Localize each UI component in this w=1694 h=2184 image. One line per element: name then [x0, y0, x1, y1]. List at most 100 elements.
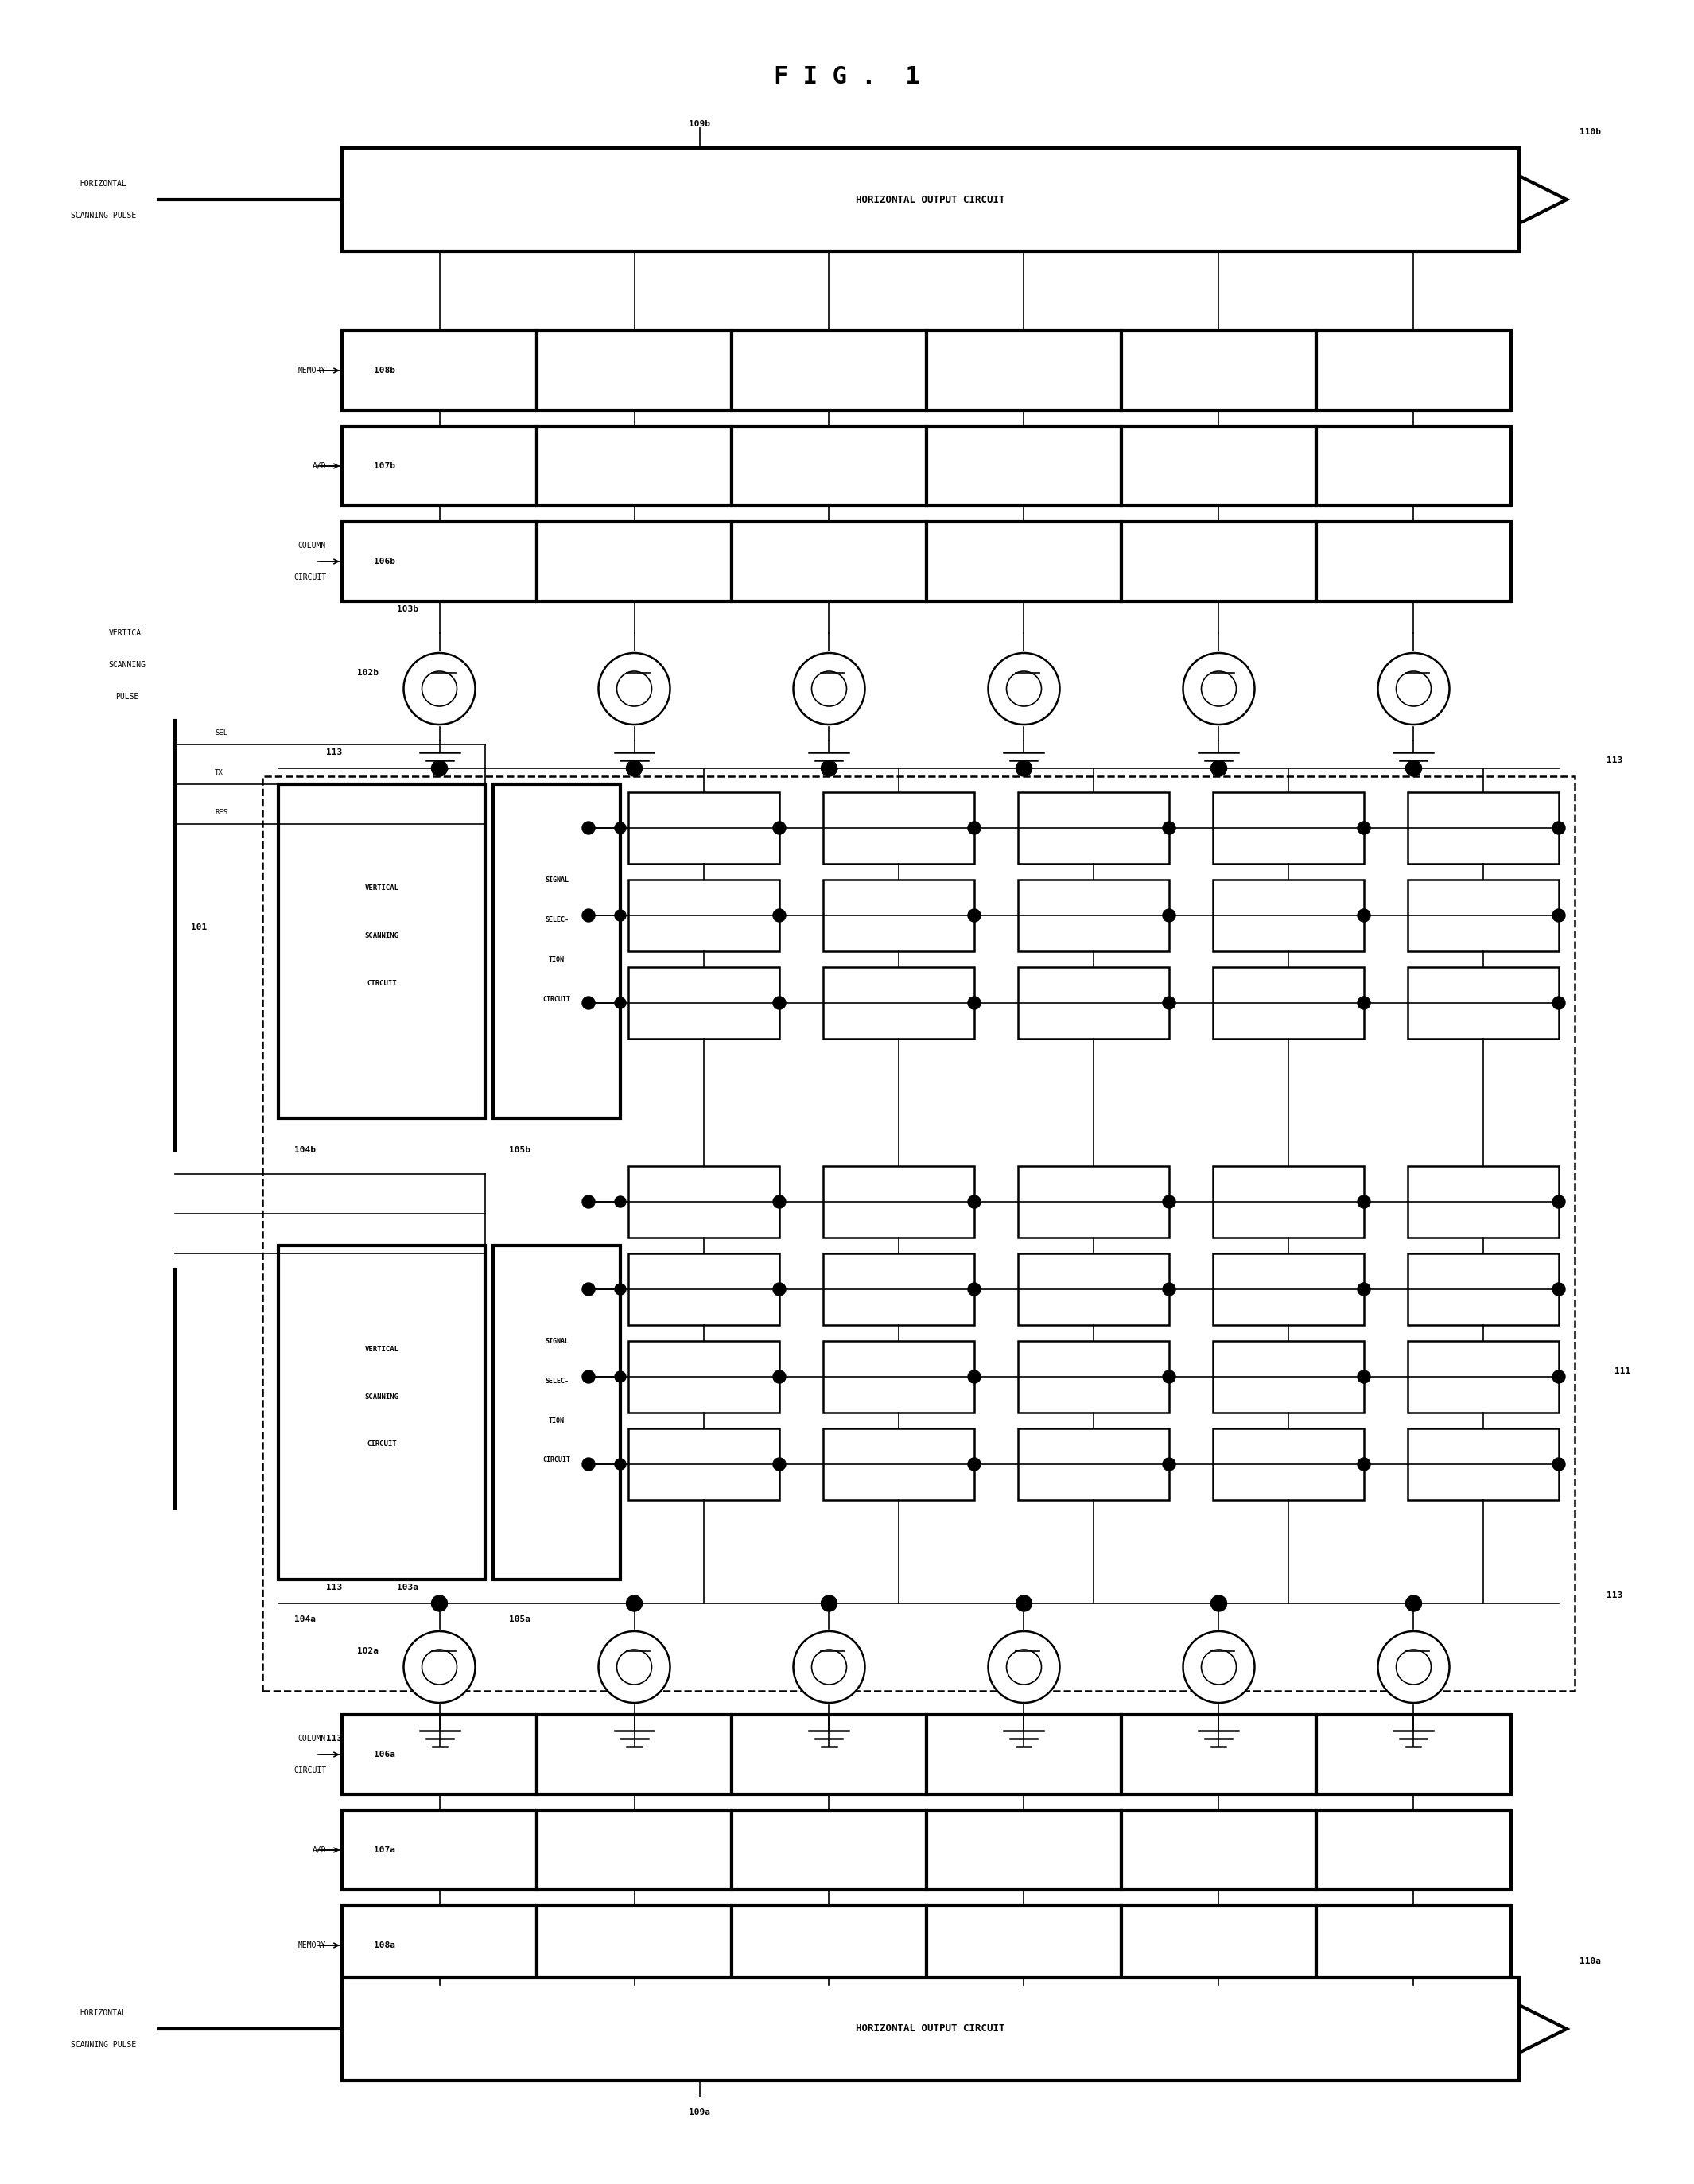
Circle shape — [1357, 821, 1370, 834]
Circle shape — [1162, 1195, 1176, 1208]
Circle shape — [583, 1195, 595, 1208]
Text: 101: 101 — [191, 924, 207, 930]
FancyBboxPatch shape — [628, 1166, 779, 1238]
FancyBboxPatch shape — [628, 1341, 779, 1413]
Circle shape — [617, 1649, 652, 1684]
Circle shape — [967, 1459, 981, 1470]
FancyBboxPatch shape — [628, 1428, 779, 1500]
Text: 106a: 106a — [374, 1752, 395, 1758]
Text: CIRCUIT: CIRCUIT — [368, 978, 396, 987]
Text: VERTICAL: VERTICAL — [364, 885, 398, 891]
FancyBboxPatch shape — [342, 330, 537, 411]
Text: CIRCUIT: CIRCUIT — [542, 1457, 571, 1463]
Circle shape — [1357, 909, 1370, 922]
FancyBboxPatch shape — [927, 1811, 1121, 1889]
Circle shape — [988, 653, 1060, 725]
FancyBboxPatch shape — [493, 784, 620, 1118]
FancyBboxPatch shape — [1018, 1428, 1169, 1500]
FancyBboxPatch shape — [537, 522, 732, 601]
FancyBboxPatch shape — [1018, 1254, 1169, 1326]
FancyBboxPatch shape — [732, 330, 927, 411]
Text: 104b: 104b — [295, 1147, 315, 1153]
Text: CIRCUIT: CIRCUIT — [293, 574, 325, 581]
Text: SELEC-: SELEC- — [545, 1378, 569, 1385]
FancyBboxPatch shape — [1018, 1341, 1169, 1413]
Text: 109b: 109b — [689, 120, 710, 129]
Circle shape — [811, 670, 847, 705]
FancyBboxPatch shape — [537, 330, 732, 411]
Circle shape — [793, 1631, 866, 1704]
Text: 113: 113 — [325, 1583, 342, 1592]
Text: COLUMN: COLUMN — [298, 1734, 325, 1743]
Circle shape — [1377, 653, 1450, 725]
FancyBboxPatch shape — [1408, 1428, 1558, 1500]
Circle shape — [1357, 1369, 1370, 1382]
FancyBboxPatch shape — [1408, 793, 1558, 863]
Circle shape — [1552, 996, 1565, 1009]
Circle shape — [422, 1649, 457, 1684]
Text: SCANNING PULSE: SCANNING PULSE — [71, 212, 136, 221]
Text: 113: 113 — [1606, 1592, 1623, 1599]
Circle shape — [615, 1284, 625, 1295]
FancyBboxPatch shape — [1121, 330, 1316, 411]
Circle shape — [1006, 1649, 1042, 1684]
Text: VERTICAL: VERTICAL — [108, 629, 146, 638]
Circle shape — [403, 1631, 476, 1704]
Circle shape — [967, 996, 981, 1009]
FancyBboxPatch shape — [342, 522, 537, 601]
Circle shape — [1211, 1597, 1226, 1612]
Circle shape — [822, 760, 837, 775]
Circle shape — [1552, 1459, 1565, 1470]
Text: MEMORY: MEMORY — [298, 1942, 325, 1950]
Text: 113: 113 — [325, 1734, 342, 1743]
Circle shape — [1396, 1649, 1431, 1684]
FancyBboxPatch shape — [1408, 968, 1558, 1040]
Circle shape — [1377, 1631, 1450, 1704]
Text: F I G .  1: F I G . 1 — [774, 66, 920, 87]
Circle shape — [772, 1282, 786, 1295]
Text: TX: TX — [215, 769, 224, 775]
Circle shape — [1016, 760, 1032, 775]
Circle shape — [422, 670, 457, 705]
FancyBboxPatch shape — [1018, 793, 1169, 863]
Text: SCANNING: SCANNING — [108, 662, 146, 668]
Circle shape — [403, 653, 476, 725]
Text: A/D: A/D — [312, 1845, 325, 1854]
Circle shape — [1016, 1597, 1032, 1612]
Text: SELEC-: SELEC- — [545, 915, 569, 924]
FancyBboxPatch shape — [1408, 1254, 1558, 1326]
Text: SEL: SEL — [215, 729, 227, 736]
Circle shape — [1201, 670, 1237, 705]
FancyBboxPatch shape — [1316, 330, 1511, 411]
FancyBboxPatch shape — [1316, 1714, 1511, 1795]
FancyBboxPatch shape — [1121, 1811, 1316, 1889]
Text: 103a: 103a — [396, 1583, 418, 1592]
Text: SIGNAL: SIGNAL — [545, 1337, 569, 1345]
Circle shape — [627, 760, 642, 775]
FancyBboxPatch shape — [278, 1245, 484, 1579]
Circle shape — [772, 1369, 786, 1382]
Circle shape — [1552, 1195, 1565, 1208]
Circle shape — [583, 1282, 595, 1295]
Text: COLUMN: COLUMN — [298, 542, 325, 550]
FancyBboxPatch shape — [927, 1907, 1121, 1985]
FancyBboxPatch shape — [537, 1714, 732, 1795]
Circle shape — [967, 909, 981, 922]
Circle shape — [793, 653, 866, 725]
FancyBboxPatch shape — [1408, 880, 1558, 952]
Circle shape — [583, 909, 595, 922]
Circle shape — [615, 1197, 625, 1208]
Polygon shape — [1520, 2005, 1567, 2053]
FancyBboxPatch shape — [927, 522, 1121, 601]
Text: HORIZONTAL OUTPUT CIRCUIT: HORIZONTAL OUTPUT CIRCUIT — [855, 2025, 1005, 2033]
FancyBboxPatch shape — [1121, 522, 1316, 601]
Text: HORIZONTAL: HORIZONTAL — [80, 2009, 127, 2018]
Circle shape — [772, 1459, 786, 1470]
Circle shape — [1357, 996, 1370, 1009]
Text: 104a: 104a — [295, 1616, 315, 1623]
FancyBboxPatch shape — [537, 426, 732, 507]
Text: HORIZONTAL OUTPUT CIRCUIT: HORIZONTAL OUTPUT CIRCUIT — [855, 194, 1005, 205]
FancyBboxPatch shape — [342, 1977, 1520, 2081]
FancyBboxPatch shape — [823, 1166, 974, 1238]
Circle shape — [615, 998, 625, 1009]
